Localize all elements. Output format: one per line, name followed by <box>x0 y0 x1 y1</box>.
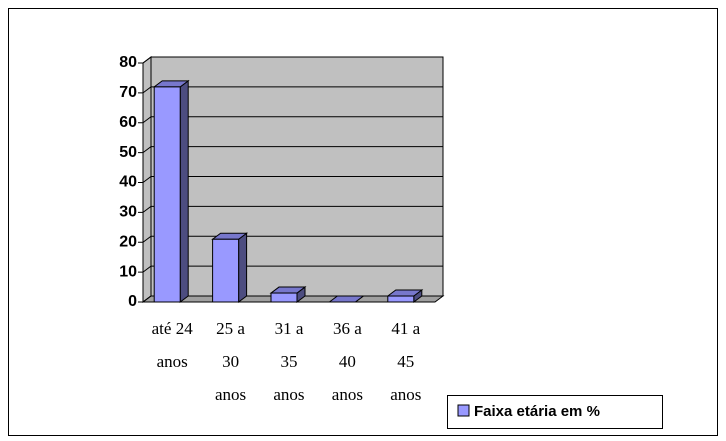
x-tick-label: até 24 anos <box>151 319 193 371</box>
grid-line <box>142 265 443 273</box>
x-tick-label-box: 31 a 35 anos <box>273 319 305 404</box>
x-tick-label: 25 a 30 anos <box>214 319 247 404</box>
bar <box>387 295 415 303</box>
y-tick-label: 80 <box>119 54 137 71</box>
legend-swatch <box>457 404 470 417</box>
legend-box <box>447 395 663 429</box>
grid-line <box>142 56 443 64</box>
grid-line <box>142 86 443 94</box>
legend-label: Faixa etária em % <box>474 403 600 420</box>
x-tick-label-box: 25 a 30 anos <box>214 319 247 404</box>
x-tick-label-box: 36 a 40 anos <box>331 319 363 404</box>
y-tick-label: 40 <box>119 174 137 191</box>
y-tick-label: 50 <box>119 144 137 161</box>
grid-line <box>142 205 443 213</box>
y-tick-label: 0 <box>128 293 137 310</box>
grid-line <box>142 116 443 124</box>
grid-line <box>142 235 443 243</box>
bar <box>270 292 298 303</box>
bar-side <box>179 79 189 303</box>
y-tick-label: 70 <box>119 84 137 101</box>
y-tick-label: 30 <box>119 204 137 221</box>
x-tick-label: 31 a 35 anos <box>273 319 305 404</box>
bar <box>153 86 181 303</box>
x-tick-label: 41 a 45 anos <box>390 319 422 404</box>
bar <box>212 238 240 303</box>
x-tick-label: 36 a 40 anos <box>331 319 363 404</box>
y-tick-label: 20 <box>119 233 137 250</box>
x-tick-label-box: até 24 anos <box>151 319 193 371</box>
x-tick-label-box: 41 a 45 anos <box>390 319 422 404</box>
bar-side <box>238 232 248 303</box>
grid-line <box>142 176 443 183</box>
y-tick-label: 60 <box>119 114 137 131</box>
y-tick-label: 10 <box>119 263 137 280</box>
bar-top <box>327 295 365 303</box>
grid-line <box>142 146 443 154</box>
